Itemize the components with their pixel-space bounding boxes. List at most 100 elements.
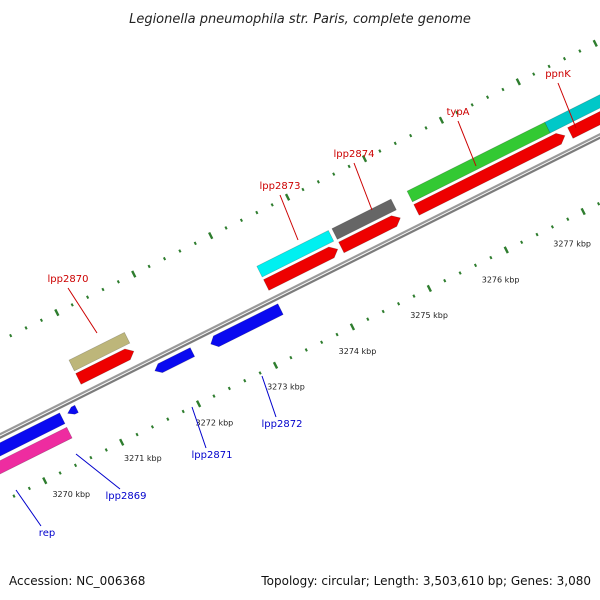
topology-text: Topology: circular; Length: 3,503,610 bp…	[261, 574, 591, 588]
upper-ruler-tick	[224, 226, 228, 230]
cds-arrow-1	[75, 348, 135, 385]
lower-ruler-tick	[473, 263, 478, 268]
upper-ruler-tick	[438, 116, 445, 124]
lower-ruler-tick	[227, 386, 231, 391]
lower-ruler-tick	[195, 400, 202, 408]
upper-ruler-tick	[424, 126, 428, 130]
upper-ruler-tick	[501, 87, 505, 92]
lower-ruler-tick	[580, 207, 586, 216]
gene-box-rep	[0, 426, 73, 475]
gene-label-lpp2870: lpp2870	[48, 274, 89, 285]
gene-box-lpp2873	[256, 230, 335, 278]
lower-ruler-tick	[272, 361, 279, 369]
gene-box-lpp2869	[0, 412, 66, 457]
lower-ruler-tick	[566, 217, 570, 221]
upper-ruler-tick	[101, 287, 105, 292]
label-line-typA	[457, 120, 477, 167]
lower-ruler-tick	[412, 294, 416, 298]
upper-ruler-tick	[9, 333, 13, 338]
lower-ruler-tick	[119, 438, 125, 446]
upper-ruler-tick	[361, 155, 368, 163]
upper-ruler-tick	[578, 49, 582, 53]
gene-features	[0, 94, 600, 475]
upper-ruler-tick	[255, 210, 259, 215]
lower-ruler-tick	[166, 417, 170, 421]
lower-ruler-tick	[243, 378, 247, 383]
gene-box-lpp2870	[68, 332, 131, 372]
label-line-lpp2872	[261, 375, 277, 418]
lower-ruler-tick	[458, 271, 462, 275]
label-line-ppnK	[557, 82, 577, 129]
backbone-strand-1	[0, 136, 600, 440]
upper-ruler-tick	[54, 308, 60, 317]
upper-ruler-tick	[592, 39, 598, 48]
scale-label: 3272 kbp	[196, 418, 234, 427]
upper-ruler-tick	[301, 187, 305, 192]
upper-ruler-tick	[239, 218, 243, 223]
upper-ruler-tick	[284, 193, 291, 201]
scale-label: 3270 kbp	[52, 490, 90, 499]
lower-ruler-tick	[150, 425, 155, 429]
upper-ruler-tick	[316, 180, 320, 184]
gene-box-small	[67, 404, 79, 415]
lower-ruler-tick	[320, 340, 324, 345]
label-line-lpp2873	[279, 194, 299, 241]
lower-ruler-tick	[304, 348, 308, 352]
upper-ruler-tick	[39, 318, 44, 323]
upper-ruler-tick	[532, 72, 536, 76]
label-line-lpp2871	[191, 406, 207, 449]
upper-ruler-tick	[455, 110, 459, 115]
lower-ruler-tick	[550, 225, 554, 229]
lower-ruler-tick	[258, 371, 262, 375]
lower-ruler-tick	[366, 317, 370, 321]
upper-ruler-tick	[86, 295, 90, 299]
lower-ruler-tick	[89, 455, 93, 460]
map-title: Legionella pneumophila str. Paris, compl…	[129, 12, 471, 27]
upper-ruler-tick	[409, 133, 413, 138]
label-line-lpp2870	[67, 287, 98, 334]
gene-label-typA: typA	[446, 107, 469, 118]
upper-ruler-tick	[470, 103, 474, 107]
lower-ruler-tick	[443, 278, 447, 283]
scale-label: 3276 kbp	[482, 275, 520, 284]
lower-ruler-tick	[520, 240, 524, 245]
gene-label-lpp2873: lpp2873	[260, 181, 301, 192]
upper-ruler-tick	[70, 303, 74, 307]
lower-ruler-tick	[42, 477, 48, 485]
upper-ruler-tick	[515, 78, 521, 86]
backbone-strand-0	[0, 132, 600, 436]
gene-box-lpp2872	[210, 303, 284, 348]
tick-marks	[9, 39, 600, 498]
upper-ruler-tick	[347, 164, 351, 169]
upper-ruler-tick	[193, 241, 197, 246]
upper-ruler-tick	[547, 64, 551, 69]
lower-ruler-tick	[212, 394, 216, 398]
upper-ruler-tick	[393, 141, 397, 146]
scale-label: 3271 kbp	[124, 454, 162, 463]
lower-ruler-tick	[381, 309, 385, 314]
upper-ruler-tick	[147, 264, 151, 269]
gene-box-typA	[406, 121, 551, 203]
label-line-lpp2874	[353, 162, 373, 211]
lower-ruler-tick	[135, 432, 139, 437]
cds-arrow-3	[338, 215, 401, 254]
scale-label: 3277 kbp	[553, 240, 591, 249]
lower-ruler-tick	[335, 332, 339, 337]
lower-ruler-tick	[397, 302, 401, 306]
scale-label: 3273 kbp	[267, 383, 305, 392]
genome-backbone	[0, 132, 600, 440]
gene-box-lpp2871	[154, 347, 196, 373]
gene-box-ppnK	[544, 94, 600, 134]
cds-arrow-2	[263, 246, 339, 291]
upper-ruler-tick	[162, 256, 167, 261]
lower-ruler-tick	[597, 202, 600, 206]
gene-label-lpp2872: lpp2872	[262, 419, 303, 430]
label-line-rep	[15, 489, 42, 527]
lower-ruler-tick	[181, 409, 185, 414]
scale-label: 3274 kbp	[339, 347, 377, 356]
lower-ruler-tick	[489, 255, 493, 260]
cds-arrow-4	[413, 133, 566, 216]
gene-label-ppnK: ppnK	[545, 69, 571, 80]
upper-ruler-tick	[131, 270, 137, 278]
